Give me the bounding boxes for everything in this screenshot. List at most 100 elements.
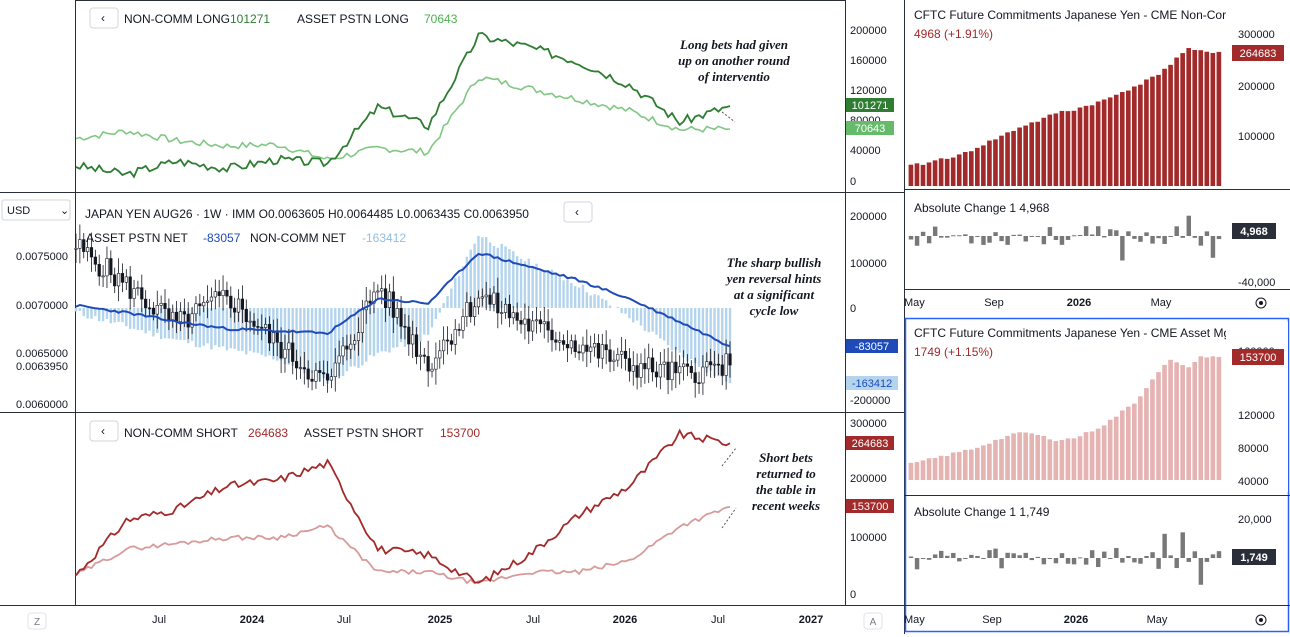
candle-body: [663, 362, 666, 364]
candle-body: [86, 247, 89, 251]
change-bar: [1017, 555, 1021, 558]
candle-body: [446, 340, 449, 341]
asset-net-path: [76, 254, 730, 346]
bar: [1204, 52, 1209, 186]
chevron-left-icon[interactable]: ‹: [101, 11, 105, 25]
short-series: [76, 431, 730, 584]
side-panels-svg[interactable]: CFTC Future Commitments Japanese Yen - C…: [904, 0, 1290, 634]
candle-body: [601, 345, 604, 359]
right-tick: 100000: [1238, 131, 1275, 143]
candle-body: [566, 344, 569, 348]
candle-body: [709, 362, 712, 365]
right-tick: 300000: [1238, 29, 1275, 41]
chevron-left-icon[interactable]: ‹: [575, 205, 579, 219]
change-bar: [1102, 236, 1106, 237]
candle-body: [125, 277, 128, 282]
chevron-left-icon[interactable]: ‹: [101, 424, 105, 438]
candle-body: [342, 346, 345, 356]
candle-body: [268, 324, 271, 343]
candle-body: [377, 291, 380, 292]
noncomm-net-bar: [458, 276, 460, 308]
left-tick: 0.0070000: [16, 300, 68, 312]
symbol-name: JAPAN YEN AUG26 · 1W · IMM O0.0063605 H0…: [85, 207, 529, 221]
currency-select-value: USD: [7, 205, 30, 217]
candle-body: [678, 367, 681, 373]
candle-body: [435, 358, 438, 369]
noncomm-short-badge-text: 264683: [852, 438, 889, 450]
candle-body: [152, 308, 155, 314]
change-bar: [1030, 558, 1034, 560]
noncomm-net-bar: [609, 306, 611, 308]
change-bar: [1156, 558, 1160, 569]
widget-asset-short[interactable]: CFTC Future Commitments Japanese Yen - C…: [904, 319, 1290, 632]
noncomm-net-bar: [586, 292, 588, 308]
bar: [1120, 411, 1125, 480]
noncomm-net-bar: [675, 308, 677, 350]
bar: [1204, 357, 1209, 480]
main-chart-area[interactable]: ‹ NON-COMM LONG 101271 ASSET PSTN LONG 7…: [0, 0, 904, 634]
chevron-down-icon[interactable]: ⌄: [60, 205, 69, 217]
candle-body: [98, 264, 101, 276]
change-bar: [927, 236, 931, 243]
time-label: May: [1147, 614, 1168, 626]
candle-body: [531, 321, 534, 331]
bar: [1005, 436, 1010, 480]
bar: [999, 439, 1004, 480]
candle-body: [299, 368, 302, 369]
short-right-scale[interactable]: 300000 200000 100000 0 264683 153700: [846, 418, 894, 601]
left-price-scale[interactable]: USD ⌄ 0.0075000 0.0070000 0.0065000 0.00…: [2, 200, 70, 411]
widget-noncomm-short[interactable]: CFTC Future Commitments Japanese Yen - C…: [904, 0, 1290, 309]
time-axis[interactable]: Jul 2024 Jul 2025 Jul 2026 Jul 2027 Z A: [28, 613, 882, 629]
left-tick-current: 0.0063950: [16, 361, 68, 373]
candle-body: [442, 340, 445, 351]
main-right-scale[interactable]: 200000 100000 0 -200000 -83057 -163412: [846, 211, 898, 407]
bar: [1108, 420, 1113, 480]
candle-body: [249, 321, 252, 322]
bar: [1060, 440, 1065, 480]
noncomm-net-bar: [83, 308, 85, 316]
bar: [1174, 362, 1179, 480]
noncomm-net-bar: [442, 303, 444, 308]
change-bar: [1060, 553, 1064, 558]
right-tick: -200000: [850, 395, 890, 407]
candle-body: [199, 304, 202, 306]
bar: [1023, 126, 1028, 186]
candle-body: [179, 312, 182, 322]
right-tick: 200000: [850, 473, 887, 485]
main-chart-svg[interactable]: ‹ NON-COMM LONG 101271 ASSET PSTN LONG 7…: [0, 0, 904, 634]
candle-body: [647, 358, 650, 369]
noncomm-net-bar: [636, 308, 638, 321]
candle-body: [609, 350, 612, 362]
candle-body: [493, 293, 496, 304]
candle-body: [218, 292, 221, 296]
change-bar: [939, 551, 943, 558]
bar: [1096, 429, 1101, 480]
noncomm-net-bar: [628, 308, 630, 318]
candle-body: [311, 379, 314, 381]
change-bar: [1199, 558, 1203, 585]
change-bar: [933, 554, 937, 558]
candle-body: [75, 248, 78, 249]
change-bar: [981, 236, 985, 245]
candle-body: [392, 292, 395, 318]
candle-body: [520, 320, 523, 324]
candle-body: [237, 299, 240, 312]
bar: [1054, 441, 1059, 480]
candle-body: [315, 370, 318, 381]
noncomm-net-bar: [671, 308, 673, 350]
candle-body: [357, 333, 360, 341]
right-tick: 20,000: [1238, 514, 1272, 526]
candle-body: [551, 330, 554, 340]
bar: [1126, 91, 1131, 186]
right-tick: 200000: [1238, 81, 1275, 93]
candle-body: [458, 329, 461, 330]
noncomm-net-bar: [203, 308, 205, 346]
sub-badge-text: 1,749: [1240, 552, 1268, 564]
left-tick: 0.0060000: [16, 399, 68, 411]
noncomm-net-bar: [535, 264, 537, 308]
candle-body: [110, 259, 113, 275]
change-bar: [969, 236, 973, 243]
side-panels[interactable]: CFTC Future Commitments Japanese Yen - C…: [904, 0, 1290, 634]
noncomm-short-bars: [909, 48, 1222, 186]
abs-change-bars: [909, 216, 1221, 261]
